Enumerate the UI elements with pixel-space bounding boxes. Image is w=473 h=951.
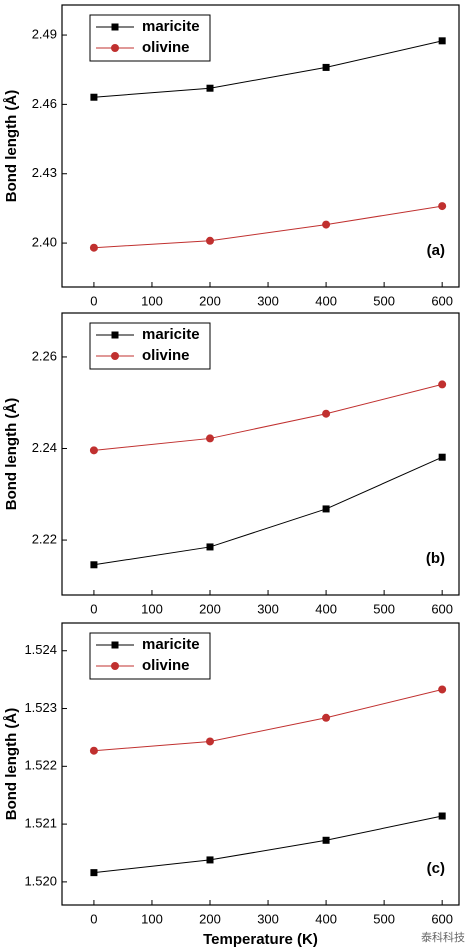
x-tick-label: 100 [141, 601, 163, 616]
series-line [93, 688, 443, 752]
marker [322, 713, 331, 722]
legend-marker [111, 662, 119, 670]
marker [89, 243, 98, 252]
y-tick-label: 1.524 [24, 642, 57, 657]
x-tick-label: 0 [90, 911, 97, 926]
y-tick-label: 2.22 [32, 532, 57, 547]
panel-label: (a) [427, 242, 445, 259]
marker [438, 453, 446, 461]
marker [206, 543, 214, 551]
series-line [93, 383, 443, 451]
marker [322, 409, 331, 418]
series-line [93, 205, 443, 249]
series-line [93, 40, 443, 98]
legend-box [89, 322, 211, 370]
legend-label: maricite [142, 18, 200, 35]
x-tick-label: 200 [199, 293, 221, 308]
plot-frame [61, 4, 460, 288]
x-tick-label: 400 [315, 293, 337, 308]
marker [90, 561, 98, 569]
x-tick-label: 600 [431, 601, 453, 616]
x-axis-title: Temperature (K) [203, 931, 318, 948]
legend-box [89, 14, 211, 62]
y-axis-title: Bond length (Å) [3, 398, 20, 510]
legend-marker [111, 44, 119, 52]
legend-marker [111, 331, 119, 339]
panel-label: (c) [427, 860, 445, 877]
marker [322, 63, 330, 71]
watermark: 泰科科技 [421, 930, 465, 944]
plot-frame [61, 312, 460, 596]
marker [438, 380, 447, 389]
x-tick-label: 300 [257, 293, 279, 308]
legend-label: maricite [142, 636, 200, 653]
y-tick-label: 2.24 [32, 440, 57, 455]
marker [322, 220, 331, 229]
marker [90, 93, 98, 101]
series-line [93, 815, 443, 874]
legend-marker [111, 352, 119, 360]
y-tick-label: 1.521 [24, 816, 57, 831]
y-axis-title: Bond length (Å) [3, 90, 20, 202]
legend-label: olivine [142, 39, 190, 56]
x-tick-label: 400 [315, 911, 337, 926]
marker [90, 869, 98, 877]
y-tick-label: 2.26 [32, 348, 57, 363]
marker [206, 856, 214, 864]
marker [89, 446, 98, 455]
y-axis-title: Bond length (Å) [3, 708, 20, 820]
marker [206, 737, 215, 746]
marker [322, 836, 330, 844]
marker [438, 812, 446, 820]
x-tick-label: 500 [373, 293, 395, 308]
x-tick-label: 400 [315, 601, 337, 616]
marker [322, 505, 330, 513]
y-tick-label: 2.40 [32, 235, 57, 250]
marker [438, 37, 446, 45]
x-tick-label: 200 [199, 601, 221, 616]
y-tick-label: 2.49 [32, 26, 57, 41]
x-tick-label: 0 [90, 601, 97, 616]
plot-frame [61, 622, 460, 906]
legend-label: maricite [142, 326, 200, 343]
y-tick-label: 1.523 [24, 700, 57, 715]
marker [206, 434, 215, 443]
x-tick-label: 600 [431, 293, 453, 308]
x-tick-label: 100 [141, 911, 163, 926]
y-tick-label: 2.43 [32, 165, 57, 180]
panel-label: (b) [426, 550, 445, 567]
marker [206, 236, 215, 245]
x-tick-label: 500 [373, 601, 395, 616]
marker [89, 746, 98, 755]
x-tick-label: 100 [141, 293, 163, 308]
x-tick-label: 300 [257, 911, 279, 926]
marker [438, 685, 447, 694]
x-tick-label: 500 [373, 911, 395, 926]
legend-label: olivine [142, 347, 190, 364]
y-tick-label: 1.520 [24, 873, 57, 888]
legend-marker [111, 23, 119, 31]
marker [438, 202, 447, 211]
legend-label: olivine [142, 657, 190, 674]
legend-box [89, 632, 211, 680]
x-tick-label: 600 [431, 911, 453, 926]
marker [206, 84, 214, 92]
x-tick-label: 0 [90, 293, 97, 308]
x-tick-label: 200 [199, 911, 221, 926]
y-tick-label: 2.46 [32, 96, 57, 111]
legend-marker [111, 641, 119, 649]
series-line [93, 456, 443, 566]
y-tick-label: 1.522 [24, 758, 57, 773]
x-tick-label: 300 [257, 601, 279, 616]
